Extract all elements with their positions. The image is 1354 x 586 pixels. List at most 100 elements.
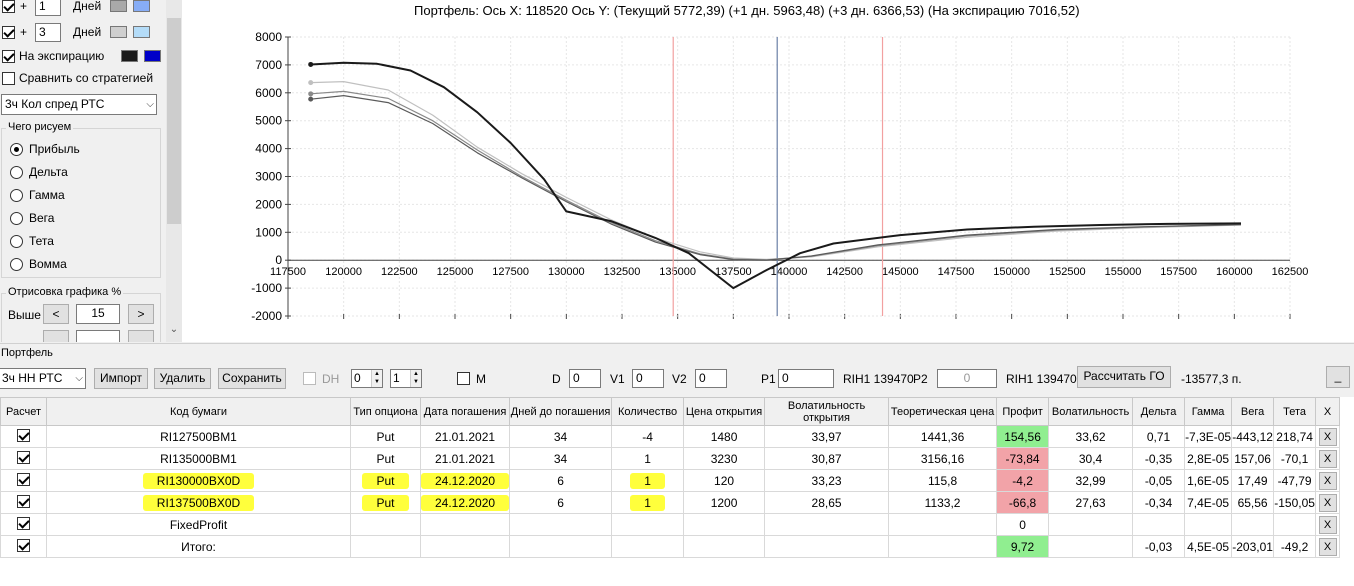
calc-checkbox[interactable] <box>17 494 30 508</box>
cell-date[interactable]: 21.01.2021 <box>419 447 511 470</box>
cell-theo[interactable]: 1133,2 <box>888 491 998 514</box>
cell-theta[interactable]: -150,05 <box>1273 491 1317 514</box>
cell-theta[interactable]: -70,1 <box>1273 447 1317 470</box>
remove-row-button[interactable]: X <box>1318 515 1337 534</box>
cell-code[interactable]: RI127500BM1 <box>46 425 351 448</box>
cell-theo[interactable]: 3156,16 <box>888 447 998 470</box>
cell-vol-open[interactable]: 33,97 <box>764 425 890 448</box>
table-row[interactable]: Итого: 9,72 -0,03 4,5E-05 -203,01 -49,2 X <box>0 535 1341 558</box>
cell-date[interactable] <box>419 535 511 558</box>
cell-theta[interactable] <box>1273 513 1317 536</box>
cell-qty[interactable]: 1 <box>611 469 685 492</box>
cell-gamma[interactable]: 1,6E-05 <box>1184 469 1233 492</box>
cell-gamma[interactable]: -7,3E-05 <box>1184 425 1233 448</box>
column-header[interactable]: Расчет <box>0 397 47 426</box>
column-header[interactable]: X <box>1315 397 1341 426</box>
radio-button[interactable] <box>10 142 23 156</box>
cell-code[interactable]: RI135000BM1 <box>46 447 351 470</box>
cell-type[interactable]: Put <box>350 425 421 448</box>
cell-date[interactable]: 24.12.2020 <box>419 469 511 492</box>
above-decrease-button[interactable]: < <box>43 304 69 324</box>
d-input[interactable]: 0 <box>569 369 601 388</box>
cell-profit[interactable]: 154,56 <box>996 425 1050 448</box>
cell-code[interactable]: RI130000BX0D <box>46 469 351 492</box>
cell-vol[interactable] <box>1048 513 1134 536</box>
cell-gamma[interactable] <box>1184 513 1233 536</box>
table-row[interactable]: FixedProfit 0 X <box>0 513 1341 536</box>
column-header[interactable]: Дата погашения <box>419 397 511 426</box>
cell-vol-open[interactable] <box>764 513 890 536</box>
cell-date[interactable]: 21.01.2021 <box>419 425 511 448</box>
minimize-button[interactable]: _ <box>1326 366 1350 388</box>
draw-option-1[interactable]: Дельта <box>10 162 68 182</box>
cell-theo[interactable]: 1441,36 <box>888 425 998 448</box>
p2-input[interactable]: 0 <box>937 369 997 388</box>
column-header[interactable]: Количество <box>611 397 685 426</box>
spin-arrows-icon[interactable]: ▲ ▼ <box>410 370 421 387</box>
cell-qty[interactable] <box>611 513 685 536</box>
cell-days[interactable]: 34 <box>509 447 613 470</box>
table-row[interactable]: RI135000BM1 Put 21.01.2021 34 1 3230 30,87 3156… <box>0 447 1341 470</box>
calc-checkbox[interactable] <box>17 428 30 442</box>
radio-button[interactable] <box>10 188 23 202</box>
cell-qty[interactable]: -4 <box>611 425 685 448</box>
cell-vega[interactable]: -443,12 <box>1231 425 1275 448</box>
draw-option-0[interactable]: Прибыль <box>10 139 80 159</box>
cell-qty[interactable]: 1 <box>611 447 685 470</box>
import-button[interactable]: Импорт <box>94 368 148 389</box>
table-row[interactable]: RI137500BX0D Put 24.12.2020 6 1 1200 28,65 1133… <box>0 491 1341 514</box>
below-decrease-button[interactable] <box>43 330 69 342</box>
draw-option-2[interactable]: Гамма <box>10 185 65 205</box>
cell-type[interactable] <box>350 513 421 536</box>
cell-days[interactable]: 6 <box>509 491 613 514</box>
spin-1[interactable]: 0 ▲ ▼ <box>351 369 383 388</box>
column-header[interactable]: Волатильность <box>1048 397 1134 426</box>
radio-button[interactable] <box>10 211 23 225</box>
cell-open[interactable]: 3230 <box>683 447 766 470</box>
days-1-input[interactable]: 1 <box>35 0 62 16</box>
strategy-select[interactable]: 3ч Кол спред РТС ⌵ <box>1 94 157 115</box>
cell-vol-open[interactable]: 30,87 <box>764 447 890 470</box>
cell-days[interactable] <box>509 513 613 536</box>
compare-checkbox[interactable] <box>2 71 15 85</box>
expiry-checkbox[interactable] <box>2 49 15 63</box>
cell-delta[interactable]: -0,35 <box>1132 447 1186 470</box>
portfolio-select[interactable]: 3ч НН РТС ⌵ <box>0 368 86 389</box>
calc-checkbox[interactable] <box>17 516 30 530</box>
cell-days[interactable]: 6 <box>509 469 613 492</box>
draw-option-4[interactable]: Тета <box>10 231 54 251</box>
save-button[interactable]: Сохранить <box>218 368 286 389</box>
cell-profit[interactable]: 0 <box>996 513 1050 536</box>
radio-button[interactable] <box>10 165 23 179</box>
column-header[interactable]: Цена открытия <box>683 397 766 426</box>
cell-type[interactable] <box>350 535 421 558</box>
cell-days[interactable] <box>509 535 613 558</box>
days-1-checkbox[interactable] <box>2 0 15 13</box>
scrollbar-thumb[interactable] <box>167 18 181 224</box>
calc-checkbox[interactable] <box>17 450 30 464</box>
days-3-input[interactable]: 3 <box>35 22 62 42</box>
days-3-color-2[interactable] <box>133 26 151 38</box>
cell-open[interactable]: 120 <box>683 469 766 492</box>
column-header[interactable]: Вега <box>1231 397 1275 426</box>
remove-row-button[interactable]: X <box>1318 537 1337 556</box>
remove-row-button[interactable]: X <box>1318 427 1337 446</box>
days-1-color-1[interactable] <box>110 0 128 12</box>
remove-row-button[interactable]: X <box>1318 449 1337 468</box>
cell-type[interactable]: Put <box>350 491 421 514</box>
cell-days[interactable]: 34 <box>509 425 613 448</box>
cell-profit[interactable]: -4,2 <box>996 469 1050 492</box>
cell-delta[interactable]: 0,71 <box>1132 425 1186 448</box>
cell-theo[interactable] <box>888 535 998 558</box>
column-header[interactable]: Тип опциона <box>350 397 421 426</box>
cell-vega[interactable]: 65,56 <box>1231 491 1275 514</box>
cell-vol-open[interactable] <box>764 535 890 558</box>
days-3-checkbox[interactable] <box>2 25 15 39</box>
cell-theta[interactable]: -49,2 <box>1273 535 1317 558</box>
cell-vega[interactable]: 17,49 <box>1231 469 1275 492</box>
cell-profit[interactable]: -66,8 <box>996 491 1050 514</box>
days-3-color-1[interactable] <box>110 26 128 38</box>
draw-option-5[interactable]: Вомма <box>10 254 67 274</box>
column-header[interactable]: Дельта <box>1132 397 1186 426</box>
cell-delta[interactable]: -0,03 <box>1132 535 1186 558</box>
